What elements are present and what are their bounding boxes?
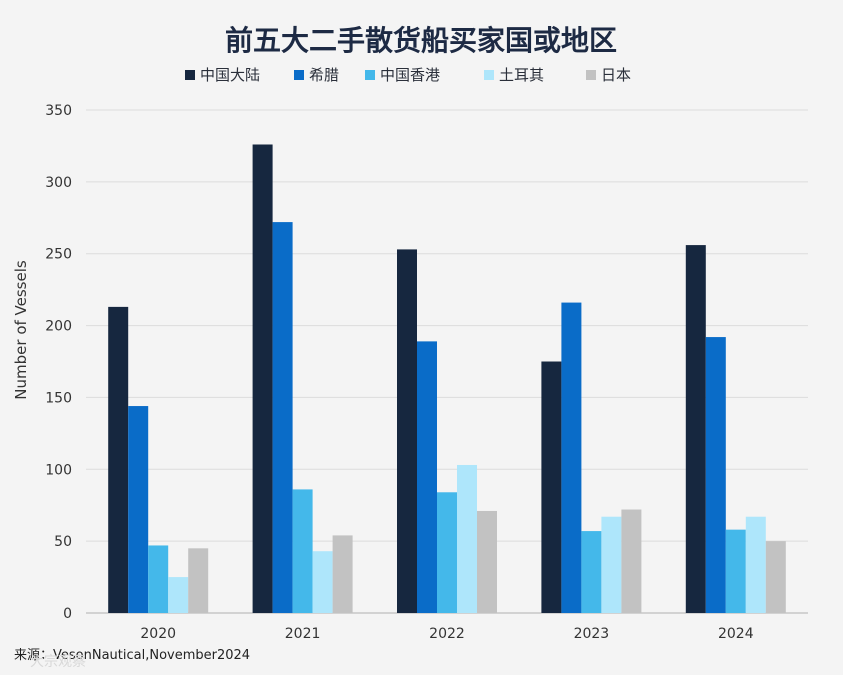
gridlines bbox=[86, 109, 808, 614]
bar bbox=[332, 535, 353, 613]
y-tick-label: 100 bbox=[45, 462, 72, 478]
legend-label: 希腊 bbox=[309, 66, 339, 84]
bar bbox=[745, 516, 766, 613]
chart-title: 前五大二手散货船买家国或地区 bbox=[225, 24, 617, 57]
bar bbox=[168, 577, 189, 613]
y-tick-label: 200 bbox=[45, 319, 72, 335]
y-tick-label: 300 bbox=[45, 175, 72, 191]
x-tick-label: 2022 bbox=[429, 626, 465, 642]
legend-swatch bbox=[365, 70, 375, 80]
y-tick-label: 350 bbox=[45, 103, 72, 119]
x-tick-label: 2023 bbox=[574, 626, 610, 642]
bar bbox=[601, 516, 622, 613]
bar bbox=[561, 302, 582, 613]
bar bbox=[541, 361, 562, 613]
x-tick-label: 2024 bbox=[718, 626, 754, 642]
bar bbox=[581, 531, 602, 613]
bar bbox=[128, 406, 149, 613]
bar bbox=[292, 489, 313, 613]
bar bbox=[621, 509, 642, 613]
y-tick-label: 0 bbox=[63, 606, 72, 622]
y-axis-label: Number of Vessels bbox=[12, 260, 30, 400]
legend-label: 中国大陆 bbox=[200, 66, 260, 84]
bar bbox=[437, 492, 457, 613]
watermark: 大宗观察 bbox=[30, 653, 86, 670]
y-tick-label: 50 bbox=[54, 534, 72, 550]
x-tick-label: 2020 bbox=[140, 626, 176, 642]
x-tick-label: 2021 bbox=[285, 626, 321, 642]
legend: 中国大陆 希腊 中国香港 土耳其 日本 bbox=[185, 66, 631, 84]
bar bbox=[272, 222, 293, 613]
bars bbox=[108, 144, 786, 613]
bar bbox=[108, 306, 129, 613]
legend-swatch bbox=[586, 70, 596, 80]
y-tick-label: 250 bbox=[45, 247, 72, 263]
bar bbox=[477, 510, 497, 613]
y-tick-label: 150 bbox=[45, 390, 72, 406]
bar bbox=[252, 144, 273, 613]
legend-swatch bbox=[185, 70, 195, 80]
bar bbox=[188, 548, 209, 613]
legend-swatch bbox=[484, 70, 494, 80]
legend-swatch bbox=[294, 70, 304, 80]
legend-label: 中国香港 bbox=[380, 66, 440, 84]
y-axis-ticks: 0 50 100 150 200 250 300 350 bbox=[45, 103, 72, 622]
bar bbox=[705, 337, 726, 613]
legend-label: 日本 bbox=[601, 66, 631, 84]
bar bbox=[312, 551, 333, 613]
bar bbox=[148, 545, 169, 613]
source-note: 来源：VesonNautical,November2024 bbox=[14, 648, 250, 663]
bar bbox=[397, 249, 417, 613]
x-axis-ticks: 2020 2021 2022 2023 2024 bbox=[140, 626, 753, 642]
bar bbox=[457, 464, 477, 613]
bar bbox=[725, 529, 746, 613]
bar bbox=[685, 245, 706, 613]
legend-label: 土耳其 bbox=[499, 66, 544, 84]
bar bbox=[765, 541, 786, 613]
bar bbox=[417, 341, 437, 613]
